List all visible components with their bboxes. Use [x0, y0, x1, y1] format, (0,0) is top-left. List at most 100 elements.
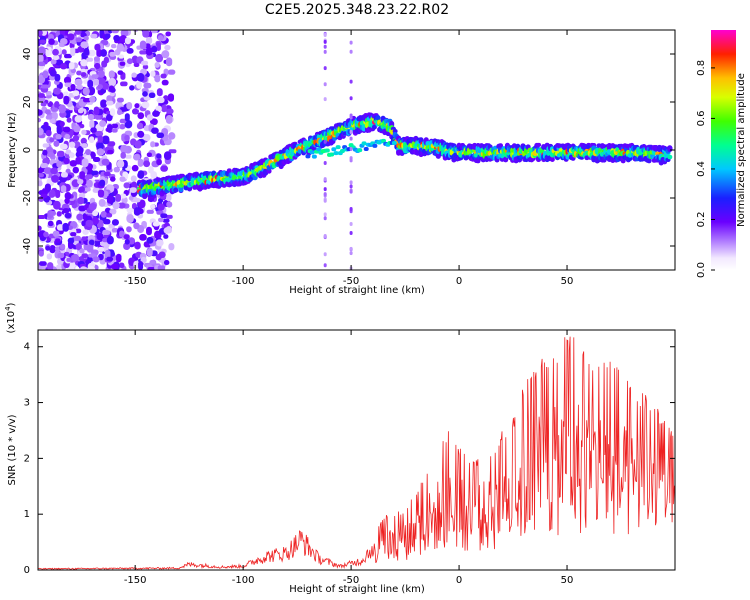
spectrogram-noise-cell: [99, 179, 106, 187]
spectrogram-noise-cell: [59, 121, 65, 127]
colorbar-tick-label: 0.0: [696, 262, 707, 278]
spectrogram-noise-cell: [117, 202, 126, 209]
spectrogram-noise-cell: [73, 235, 82, 241]
spectrogram-noise-cell: [160, 213, 168, 219]
spectrogram-noise-cell: [41, 84, 49, 89]
spectrogram-ridge-cell: [498, 143, 504, 148]
spectrogram-noise-cell: [119, 176, 126, 182]
spectrogram-noise-cell: [151, 45, 158, 53]
spectrogram-noise-cell: [161, 104, 168, 113]
spectrogram-noise-cell: [45, 90, 52, 96]
spectrogram-noise-cell: [48, 38, 55, 45]
spectrogram-noise-cell: [62, 208, 70, 214]
spectrogram-noise-cell: [45, 129, 52, 137]
spectrogram-noise-cell: [42, 70, 49, 79]
snr-xtick-label: 50: [561, 575, 574, 586]
spectrogram-noise-cell: [38, 54, 44, 63]
spectrogram-branch-cell: [329, 152, 335, 157]
spectrogram-noise-cell: [104, 249, 111, 259]
spectrogram-noise-cell: [45, 115, 53, 120]
spectrogram-noise-cell: [124, 238, 130, 245]
spectrogram-noise-cell: [59, 176, 68, 183]
spectrogram-noise-cell: [110, 43, 117, 49]
spectrogram-noise-cell: [157, 217, 164, 223]
snr-ytick-label: 0: [24, 565, 30, 576]
spectrogram-noise-cell: [137, 72, 145, 82]
spectrogram-noise-cell: [129, 187, 137, 193]
spectrogram-noise-cell: [126, 214, 134, 223]
colorbar-gradient: [711, 30, 736, 270]
spectrogram-noise-cell: [93, 106, 100, 116]
spectrogram-noise-cell: [110, 263, 119, 270]
spectrogram-noise-cell: [102, 82, 109, 90]
spectrogram-noise-cell: [64, 133, 71, 140]
spectrogram-noise-cell: [160, 165, 169, 172]
spectrogram-noise-cell: [74, 78, 83, 86]
spectrogram-noise-cell: [106, 213, 113, 218]
spectrogram-branch-cell: [309, 150, 315, 155]
spectrogram-noise-cell: [109, 208, 117, 215]
spectrogram-noise-cell: [49, 118, 56, 124]
spectrogram-noise-cell: [168, 149, 177, 154]
spectrogram-noise-cell: [64, 82, 73, 87]
spectrogram-noise-cell: [63, 76, 72, 84]
spectrogram-noise-cell: [79, 171, 86, 180]
spectrogram-noise-cell: [38, 118, 41, 123]
spectrogram-noise-cell: [107, 149, 114, 155]
spectrogram-streak-cell: [349, 130, 353, 135]
spectrogram-noise-cell: [89, 119, 95, 129]
spectrogram-noise-cell: [155, 53, 164, 63]
spectrogram-noise-cell: [68, 61, 75, 70]
spectrogram-noise-cell: [100, 211, 107, 218]
spectrogram-noise-cell: [106, 124, 113, 133]
spectrogram-noise-cell: [146, 209, 154, 214]
spectrogram-noise-cell: [49, 137, 55, 143]
spectrogram-noise-cell: [120, 151, 126, 159]
spectrogram-noise-cell: [47, 262, 54, 270]
spectrogram-noise-cell: [146, 236, 154, 244]
snr-panel: -150 -100 -50 0 50 0 1 2 3 4 Height of straight l…: [4, 302, 676, 595]
spectrogram-noise-cell: [97, 84, 104, 90]
spectrogram-noise-cell: [143, 134, 151, 142]
spectrogram-xtick-label: -100: [232, 276, 255, 287]
spectrogram-noise-cell: [154, 61, 160, 68]
spectrogram-noise-cell: [103, 171, 111, 177]
spectrogram-noise-cell: [91, 74, 99, 79]
spectrogram-noise-cell: [126, 207, 134, 213]
spectrogram-noise-cell: [43, 121, 49, 128]
spectrogram-noise-cell: [124, 37, 132, 45]
spectrogram-noise-cell: [142, 64, 149, 70]
spectrogram-noise-cell: [108, 70, 115, 79]
spectrogram-noise-cell: [63, 91, 69, 96]
spectrogram-noise-cell: [128, 195, 134, 201]
spectrogram-xtick-label: 0: [456, 276, 462, 287]
spectrogram-noise-cell: [80, 59, 88, 67]
spectrogram-noise-cell: [117, 109, 123, 116]
spectrogram-noise-cell: [167, 69, 176, 75]
spectrogram-branch-cell: [363, 146, 369, 151]
spectrogram-noise-cell: [124, 120, 133, 129]
spectrogram-noise-cell: [113, 34, 121, 42]
spectrogram-noise-cell: [149, 204, 156, 210]
spectrogram-ytick-label: 20: [22, 96, 33, 109]
spectrogram-noise-cell: [90, 33, 98, 39]
spectrogram-noise-cell: [92, 210, 99, 217]
spectrogram-noise-cell: [155, 254, 162, 261]
spectrogram-noise-cell: [115, 193, 121, 202]
spectrogram-noise-cell: [97, 246, 105, 252]
spectrogram-streak-cell: [349, 40, 353, 45]
spectrogram-noise-cell: [89, 136, 95, 143]
spectrogram-noise-cell: [56, 125, 62, 134]
spectrogram-noise-cell: [103, 56, 109, 64]
spectrogram-noise-cell: [157, 35, 164, 42]
spectrogram-noise-cell: [138, 261, 144, 270]
spectrogram-noise-cell: [52, 54, 60, 60]
spectrogram-noise-cell: [146, 114, 153, 121]
spectrogram-noise-cell: [92, 157, 101, 163]
spectrogram-noise-cell: [38, 225, 42, 231]
spectrogram-noise-cell: [74, 30, 82, 35]
spectrogram-noise-cell: [150, 30, 158, 34]
spectrogram-noise-cell: [87, 79, 94, 89]
spectrogram-noise-cell: [91, 170, 99, 176]
spectrogram-noise-cell: [119, 262, 125, 269]
